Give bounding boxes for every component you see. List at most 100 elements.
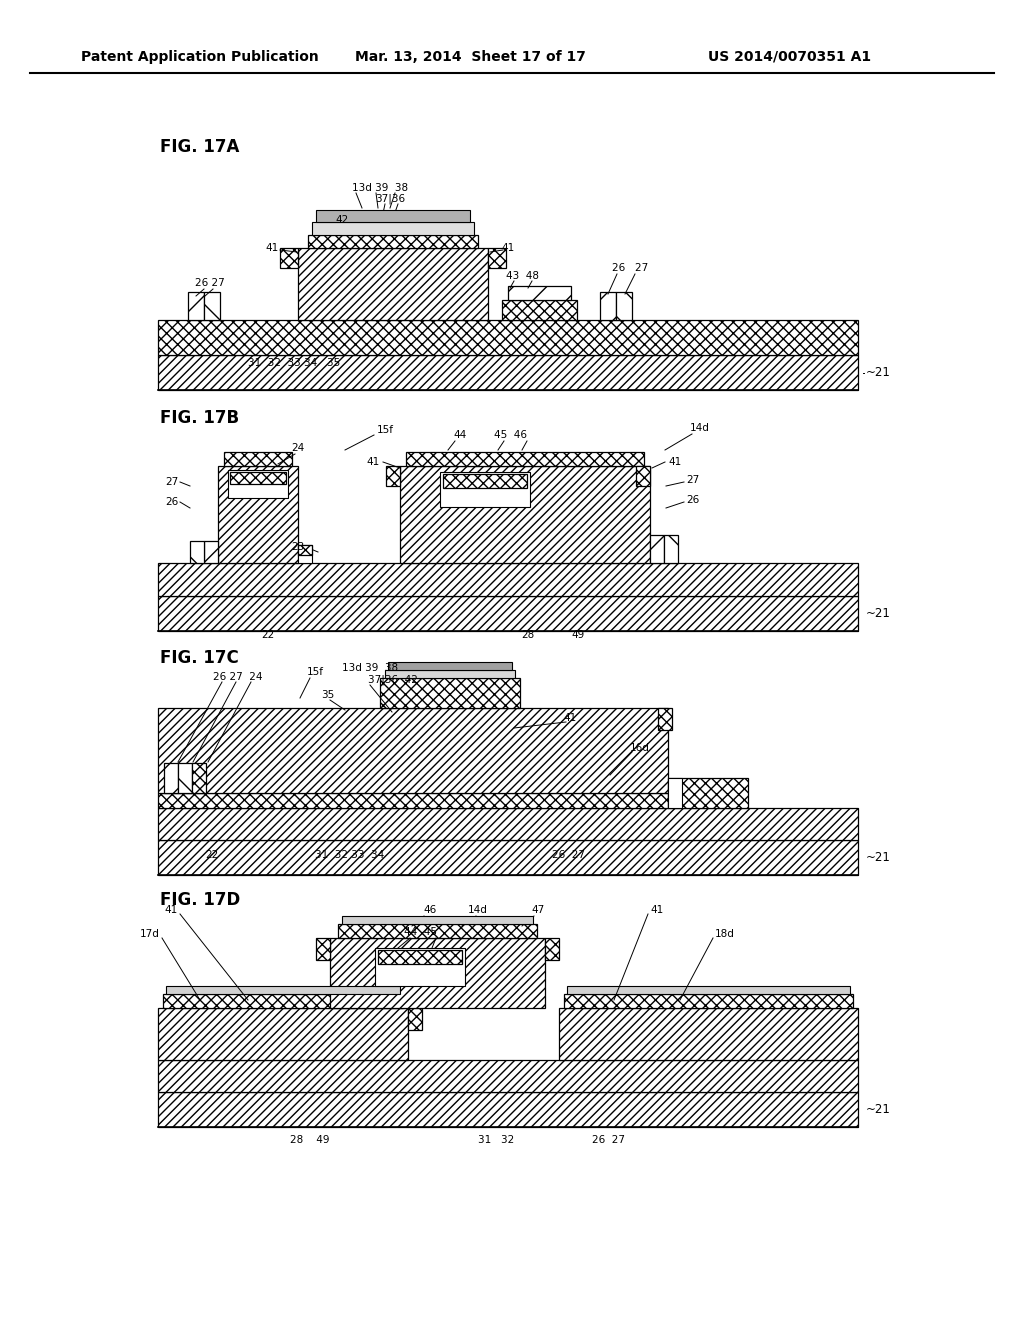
Text: 22: 22 — [206, 850, 219, 861]
Bar — [616, 292, 632, 319]
Bar — [158, 1092, 858, 1127]
Bar — [400, 466, 650, 564]
Text: 37|36  42: 37|36 42 — [368, 675, 418, 685]
Text: ~21: ~21 — [866, 366, 891, 379]
Bar — [658, 708, 672, 730]
Bar — [178, 763, 193, 793]
Bar — [378, 950, 462, 964]
Bar — [388, 663, 512, 671]
Text: 28: 28 — [521, 630, 535, 640]
Text: 44: 44 — [454, 430, 467, 440]
Text: 14d: 14d — [468, 906, 488, 915]
Text: Mar. 13, 2014  Sheet 17 of 17: Mar. 13, 2014 Sheet 17 of 17 — [354, 50, 586, 63]
Text: 27: 27 — [686, 475, 699, 484]
Text: ~21: ~21 — [866, 851, 891, 865]
Text: Patent Application Publication: Patent Application Publication — [81, 50, 318, 63]
Bar — [664, 535, 678, 564]
Bar — [502, 300, 577, 319]
Text: 26 27: 26 27 — [196, 279, 225, 288]
Text: 41: 41 — [165, 906, 178, 915]
Bar — [375, 948, 465, 986]
Text: 26  27: 26 27 — [552, 850, 585, 861]
Bar — [298, 248, 488, 319]
Bar — [564, 994, 853, 1008]
Bar — [228, 470, 288, 498]
Text: 41: 41 — [367, 457, 380, 467]
Bar — [308, 235, 478, 248]
Bar — [406, 451, 644, 466]
Bar — [280, 248, 298, 268]
Text: 24: 24 — [292, 444, 304, 453]
Bar — [158, 1008, 408, 1060]
Text: 41: 41 — [668, 457, 681, 467]
Bar — [316, 210, 470, 222]
Text: 14d: 14d — [690, 422, 710, 433]
Text: 44  45: 44 45 — [403, 927, 436, 937]
Text: 26  27: 26 27 — [592, 1135, 625, 1144]
Bar — [600, 292, 616, 319]
Text: ~21: ~21 — [866, 1104, 891, 1115]
Bar — [298, 545, 312, 564]
Text: 15f: 15f — [306, 667, 324, 677]
Text: 31  32 33  34: 31 32 33 34 — [315, 850, 385, 861]
Text: 46: 46 — [423, 906, 436, 915]
Text: 41: 41 — [502, 243, 515, 253]
Text: 22: 22 — [261, 630, 274, 640]
Text: 31  32  33 34   35: 31 32 33 34 35 — [248, 358, 340, 368]
Bar — [158, 808, 858, 840]
Bar — [164, 763, 178, 793]
Text: 49: 49 — [571, 630, 585, 640]
Text: FIG. 17C: FIG. 17C — [160, 649, 239, 667]
Bar — [440, 473, 530, 507]
Text: 45  46: 45 46 — [494, 430, 526, 440]
Text: 17d: 17d — [140, 929, 160, 939]
Text: 37|36: 37|36 — [375, 194, 406, 205]
Text: 41: 41 — [265, 243, 279, 253]
Bar — [158, 840, 858, 875]
Bar — [312, 222, 474, 235]
Bar — [190, 541, 204, 564]
Bar — [330, 939, 545, 1008]
Text: 26: 26 — [686, 495, 699, 506]
Bar — [204, 292, 220, 319]
Text: 42: 42 — [336, 215, 348, 224]
Text: 13d 39  38: 13d 39 38 — [352, 183, 408, 193]
Text: 47: 47 — [531, 906, 545, 915]
Text: 28    49: 28 49 — [290, 1135, 330, 1144]
Bar — [218, 466, 298, 564]
Text: 13d 39  38: 13d 39 38 — [342, 663, 398, 673]
Bar — [158, 319, 858, 355]
Bar — [488, 248, 506, 268]
Bar — [559, 1008, 858, 1060]
Bar — [508, 286, 571, 300]
Bar — [545, 939, 559, 960]
Bar — [193, 763, 206, 793]
Bar — [380, 678, 520, 708]
Bar — [224, 451, 292, 466]
Bar — [158, 355, 858, 389]
Text: FIG. 17D: FIG. 17D — [160, 891, 241, 909]
Bar — [163, 994, 403, 1008]
Text: 26 27  24: 26 27 24 — [213, 672, 263, 682]
Text: 41: 41 — [563, 713, 577, 723]
Text: 16d: 16d — [630, 743, 650, 752]
Text: 26   27: 26 27 — [612, 263, 648, 273]
Text: 43  48: 43 48 — [507, 271, 540, 281]
Bar — [158, 1060, 858, 1092]
Bar — [650, 535, 664, 564]
Text: ~21: ~21 — [866, 607, 891, 620]
Bar — [158, 597, 858, 631]
Bar — [386, 466, 400, 486]
Text: 15f: 15f — [377, 425, 393, 436]
Bar — [158, 708, 668, 793]
Bar — [443, 474, 527, 488]
Bar — [636, 466, 650, 486]
Text: 31   32: 31 32 — [478, 1135, 514, 1144]
Bar — [158, 793, 668, 808]
Bar — [188, 292, 204, 319]
Bar — [166, 986, 400, 994]
Text: US 2014/0070351 A1: US 2014/0070351 A1 — [709, 50, 871, 63]
Bar — [158, 564, 858, 597]
Bar — [408, 1008, 422, 1030]
Text: 23: 23 — [292, 543, 304, 552]
